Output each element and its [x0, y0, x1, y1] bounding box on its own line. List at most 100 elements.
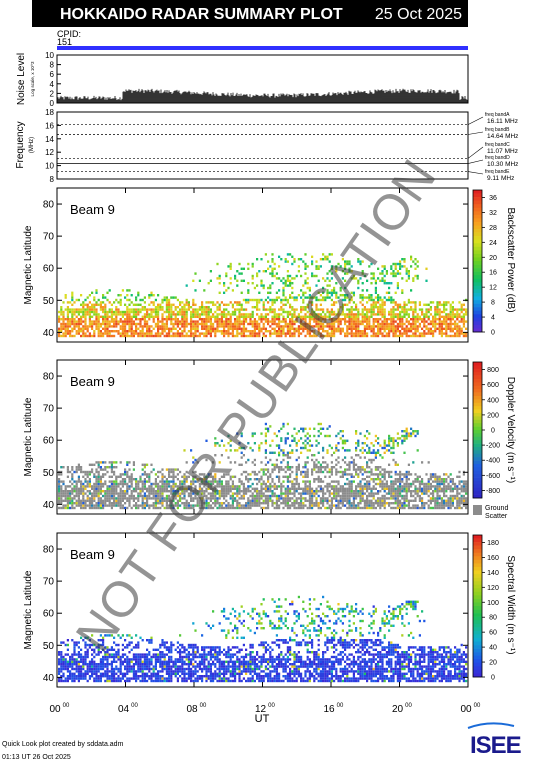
echo-cell — [269, 272, 272, 275]
echo-cell — [209, 332, 212, 335]
echo-cell — [214, 492, 217, 495]
echo-cell — [185, 504, 188, 507]
echo-cell — [372, 451, 375, 454]
echo-cell — [315, 499, 318, 502]
echo-cell — [363, 492, 366, 495]
cpid-bar — [57, 46, 468, 50]
echo-cell — [412, 308, 415, 311]
echo-cell — [388, 296, 391, 299]
echo-cell — [333, 313, 336, 316]
echo-cell — [183, 482, 186, 486]
echo-cell — [176, 502, 179, 505]
echo-cell — [249, 504, 252, 507]
echo-cell — [234, 449, 237, 452]
echo-cell — [289, 451, 292, 454]
echo-cell — [363, 332, 366, 335]
echo-cell — [60, 480, 63, 483]
echo-cell — [176, 478, 179, 481]
echo-cell — [108, 504, 111, 507]
echo-cell — [383, 282, 386, 285]
echo-cell — [150, 463, 153, 466]
echo-cell — [443, 482, 446, 486]
echo-cell — [370, 296, 373, 299]
echo-cell — [436, 480, 439, 483]
echo-cell — [119, 461, 122, 464]
echo-cell — [418, 480, 421, 483]
echo-cell — [315, 320, 318, 323]
echo-cell — [106, 330, 109, 333]
echo-cell — [174, 313, 177, 316]
echo-cell — [240, 279, 243, 282]
echo-cell — [117, 492, 120, 495]
echo-cell — [227, 480, 230, 483]
echo-cell — [80, 327, 83, 330]
echo-cell — [350, 482, 353, 486]
echo-cell — [58, 310, 61, 314]
echo-cell — [75, 470, 78, 474]
echo-cell — [355, 487, 358, 490]
echo-cell — [132, 334, 135, 338]
echo-cell — [97, 466, 100, 469]
echo-cell — [438, 506, 441, 510]
echo-cell — [414, 322, 417, 326]
echo-cell — [284, 334, 287, 338]
echo-cell — [260, 461, 263, 464]
echo-cell — [328, 327, 331, 330]
echo-cell — [363, 325, 366, 328]
echo-cell — [97, 478, 100, 481]
echo-cell — [311, 313, 314, 316]
echo-cell — [69, 490, 72, 493]
echo-cell — [449, 313, 452, 316]
echo-cell — [286, 485, 289, 488]
echo-cell — [432, 320, 435, 323]
echo-cell — [75, 494, 78, 498]
echo-cell — [159, 303, 162, 306]
echo-cell — [104, 303, 107, 306]
echo-cell — [99, 499, 102, 502]
echo-cell — [273, 301, 276, 304]
echo-cell — [291, 286, 294, 290]
echo-cell — [302, 504, 305, 507]
echo-cell — [326, 434, 329, 438]
echo-cell — [291, 320, 294, 323]
echo-cell — [293, 296, 296, 299]
echo-cell — [271, 490, 274, 493]
echo-cell — [293, 506, 296, 510]
echo-cell — [212, 330, 215, 333]
echo-cell — [333, 330, 336, 333]
echo-cell — [289, 487, 292, 490]
echo-cell — [135, 308, 138, 311]
echo-cell — [264, 463, 267, 466]
echo-cell — [223, 327, 226, 330]
echo-cell — [229, 320, 232, 323]
echo-cell — [297, 487, 300, 490]
echo-cell — [438, 318, 441, 321]
echo-cell — [154, 492, 157, 495]
echo-cell — [432, 480, 435, 483]
echo-cell — [216, 301, 219, 304]
echo-cell — [374, 492, 377, 495]
echo-cell — [176, 485, 179, 488]
echo-cell — [357, 258, 360, 261]
echo-cell — [454, 320, 457, 323]
panel-ytick-label: 40 — [43, 328, 55, 339]
echo-cell — [396, 318, 399, 321]
echo-cell — [278, 451, 281, 454]
echo-cell — [284, 454, 287, 457]
echo-cell — [93, 494, 96, 498]
echo-cell — [66, 497, 69, 500]
echo-cell — [359, 482, 362, 486]
echo-cell — [363, 485, 366, 488]
echo-cell — [64, 325, 67, 328]
echo-cell — [95, 461, 98, 464]
echo-cell — [225, 320, 228, 323]
echo-cell — [260, 330, 263, 333]
echo-cell — [326, 497, 329, 500]
echo-cell — [179, 494, 182, 498]
echo-cell — [84, 303, 87, 306]
echo-cell — [139, 334, 142, 338]
echo-cell — [311, 468, 314, 471]
echo-cell — [291, 296, 294, 299]
noise-ytick-label: 8 — [50, 61, 55, 70]
echo-cell — [322, 427, 325, 430]
